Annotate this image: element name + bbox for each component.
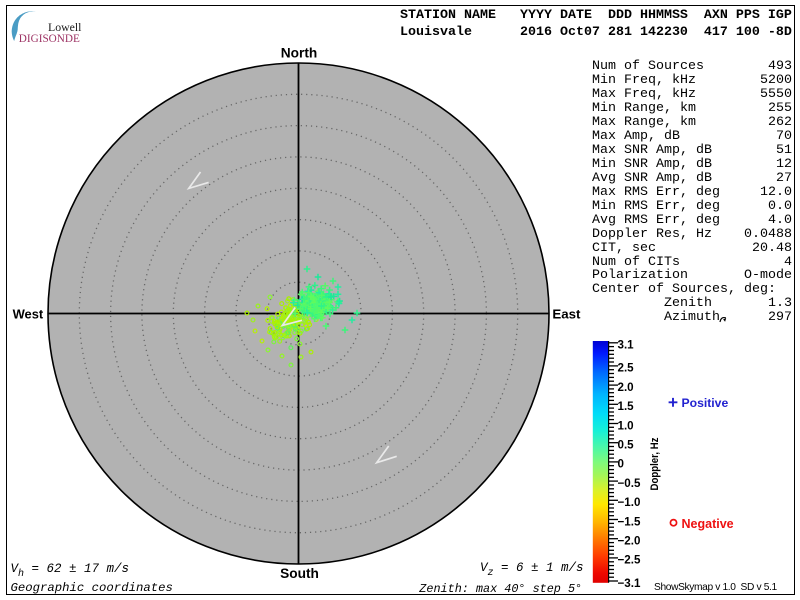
svg-text:−2.5: −2.5 [618,554,641,567]
svg-text:South: South [280,566,319,581]
svg-text:North: North [281,45,318,60]
svg-text:3.1: 3.1 [618,339,635,352]
svg-text:−2.0: −2.0 [618,535,641,548]
svg-text:0: 0 [618,458,624,471]
svg-text:Negative: Negative [682,517,734,531]
svg-text:East: East [552,307,581,322]
svg-text:−0.5: −0.5 [618,477,641,490]
svg-text:1.0: 1.0 [618,419,634,432]
svg-text:DIGISONDE: DIGISONDE [19,31,80,45]
svg-text:2.5: 2.5 [618,362,635,375]
svg-text:Positive: Positive [682,396,729,410]
svg-text:−3.1: −3.1 [618,577,641,590]
svg-text:−1.0: −1.0 [618,496,641,509]
svg-text:0.5: 0.5 [618,439,635,452]
svg-text:1.5: 1.5 [618,400,635,413]
svg-text:West: West [13,306,44,321]
svg-text:2.0: 2.0 [618,381,634,394]
svg-text:Doppler, Hz: Doppler, Hz [649,437,661,490]
svg-text:−1.5: −1.5 [618,515,641,528]
svg-text:Lowell: Lowell [48,20,82,34]
